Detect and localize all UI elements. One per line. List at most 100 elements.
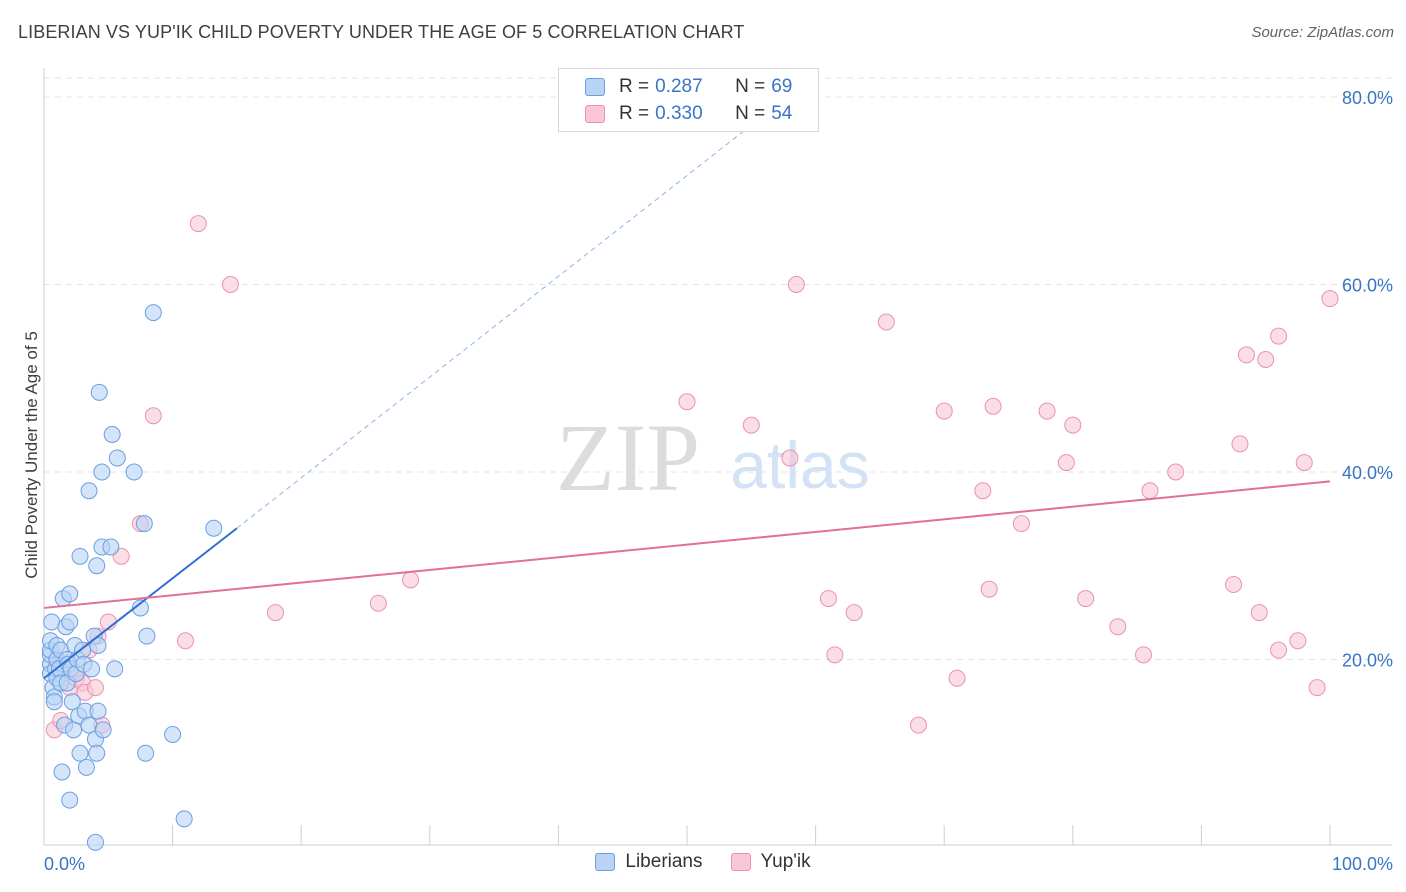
liberians-point bbox=[164, 726, 182, 743]
yupik-point bbox=[1237, 346, 1255, 364]
correlation-legend: R = 0.287 N = 69 R = 0.330 N = 54 bbox=[558, 68, 819, 132]
yupik-point bbox=[144, 407, 162, 425]
yupik-point bbox=[781, 449, 799, 467]
yupik-point bbox=[1077, 590, 1095, 608]
legend-r-value: 0.287 bbox=[655, 76, 703, 97]
yupik-point bbox=[176, 632, 194, 650]
liberians-point bbox=[125, 463, 143, 481]
yupik-point bbox=[948, 669, 966, 687]
liberians-point bbox=[71, 744, 89, 762]
yupik-point bbox=[1295, 454, 1313, 472]
legend-r-value: 0.330 bbox=[655, 103, 703, 124]
yupik-point bbox=[1225, 576, 1243, 593]
yupik-point bbox=[1270, 641, 1288, 659]
yupik-point bbox=[980, 580, 998, 598]
yupik-point bbox=[1012, 515, 1030, 533]
liberians-point bbox=[80, 482, 98, 500]
liberians-point bbox=[86, 833, 104, 851]
liberians-point bbox=[77, 758, 95, 776]
x-tick-label: 100.0% bbox=[1332, 854, 1393, 874]
yupik-point bbox=[402, 571, 420, 589]
yupik-point bbox=[1308, 679, 1326, 697]
yupik-point bbox=[877, 313, 895, 331]
liberians-point bbox=[53, 763, 71, 781]
yupik-point bbox=[86, 679, 104, 697]
yupik-point bbox=[935, 402, 953, 420]
liberians-trend-line bbox=[43, 527, 238, 680]
yupik-point bbox=[266, 604, 284, 622]
liberians-point bbox=[90, 383, 108, 401]
liberians-point bbox=[131, 599, 149, 617]
yupik-point bbox=[1135, 646, 1153, 664]
legend-row-liberians: R = 0.287 N = 69 bbox=[585, 75, 792, 99]
yupik-point bbox=[369, 594, 387, 612]
yupik-trend-line bbox=[43, 480, 1331, 609]
liberians-point bbox=[175, 810, 193, 828]
watermark-zip: ZIP bbox=[556, 404, 700, 511]
yupik-point bbox=[819, 590, 837, 608]
yupik-point bbox=[1231, 435, 1249, 453]
liberians-point bbox=[63, 693, 81, 711]
yupik-point bbox=[1064, 416, 1082, 434]
liberians-point bbox=[88, 744, 106, 762]
liberians-point bbox=[205, 519, 223, 537]
liberians-point bbox=[61, 613, 79, 631]
y-tick-label: 40.0% bbox=[1342, 463, 1393, 483]
liberians-point bbox=[71, 547, 89, 565]
y-tick-label: 20.0% bbox=[1342, 651, 1393, 671]
liberians-swatch-icon bbox=[595, 853, 616, 871]
liberians-point bbox=[144, 304, 162, 322]
legend-n-label: N = bbox=[735, 76, 766, 97]
legend-r-label: R = bbox=[619, 103, 650, 124]
y-tick-label: 80.0% bbox=[1342, 88, 1393, 108]
liberians-point bbox=[80, 716, 98, 734]
liberians-point bbox=[135, 515, 153, 533]
yupik-point bbox=[189, 215, 207, 233]
yupik-point bbox=[1167, 463, 1185, 481]
chart-title: LIBERIAN VS YUP'IK CHILD POVERTY UNDER T… bbox=[18, 22, 745, 42]
liberians-point bbox=[138, 627, 156, 645]
liberians-point bbox=[108, 449, 126, 467]
liberians-point bbox=[83, 660, 101, 678]
liberians-point bbox=[103, 426, 121, 443]
yupik-point bbox=[845, 604, 863, 622]
x-tick-label: 0.0% bbox=[44, 854, 85, 874]
yupik-point bbox=[1270, 327, 1288, 345]
yupik-point bbox=[1289, 632, 1307, 650]
y-tick-label: 60.0% bbox=[1342, 276, 1393, 296]
yupik-point bbox=[221, 276, 239, 293]
series-legend: Liberians Yup'ik bbox=[0, 851, 1406, 873]
legend-n-value: 69 bbox=[771, 76, 793, 97]
yupik-point bbox=[984, 397, 1002, 415]
legend-item-yupik[interactable]: Yup'ik bbox=[730, 851, 811, 873]
liberians-point bbox=[137, 744, 155, 762]
liberians-point bbox=[45, 693, 63, 711]
legend-n-label: N = bbox=[735, 103, 766, 124]
yupik-point bbox=[1321, 290, 1339, 308]
liberians-point bbox=[61, 791, 79, 809]
yupik-point bbox=[1057, 454, 1075, 472]
watermark-atlas: atlas bbox=[730, 428, 869, 502]
liberians-point bbox=[94, 721, 112, 739]
legend-label-yupik: Yup'ik bbox=[760, 851, 811, 872]
yupik-point bbox=[974, 482, 992, 500]
liberians-trend-extension bbox=[236, 124, 752, 529]
yupik-point bbox=[1250, 604, 1268, 622]
source-label: Source: ZipAtlas.com bbox=[1251, 24, 1394, 41]
yupik-point bbox=[1257, 351, 1275, 368]
liberians-point bbox=[89, 702, 107, 720]
yupik-point bbox=[742, 416, 760, 434]
yupik-point bbox=[826, 646, 844, 664]
yupik-point bbox=[1109, 618, 1127, 636]
liberians-point bbox=[61, 585, 79, 603]
legend-label-liberians: Liberians bbox=[625, 851, 703, 872]
liberians-point bbox=[93, 463, 111, 481]
yupik-point bbox=[1141, 482, 1159, 500]
liberians-point bbox=[102, 538, 120, 556]
yupik-point bbox=[1038, 402, 1056, 420]
legend-item-liberians[interactable]: Liberians bbox=[595, 851, 703, 873]
yupik-point bbox=[787, 276, 805, 293]
legend-r-label: R = bbox=[619, 76, 650, 97]
yupik-point bbox=[909, 716, 927, 734]
